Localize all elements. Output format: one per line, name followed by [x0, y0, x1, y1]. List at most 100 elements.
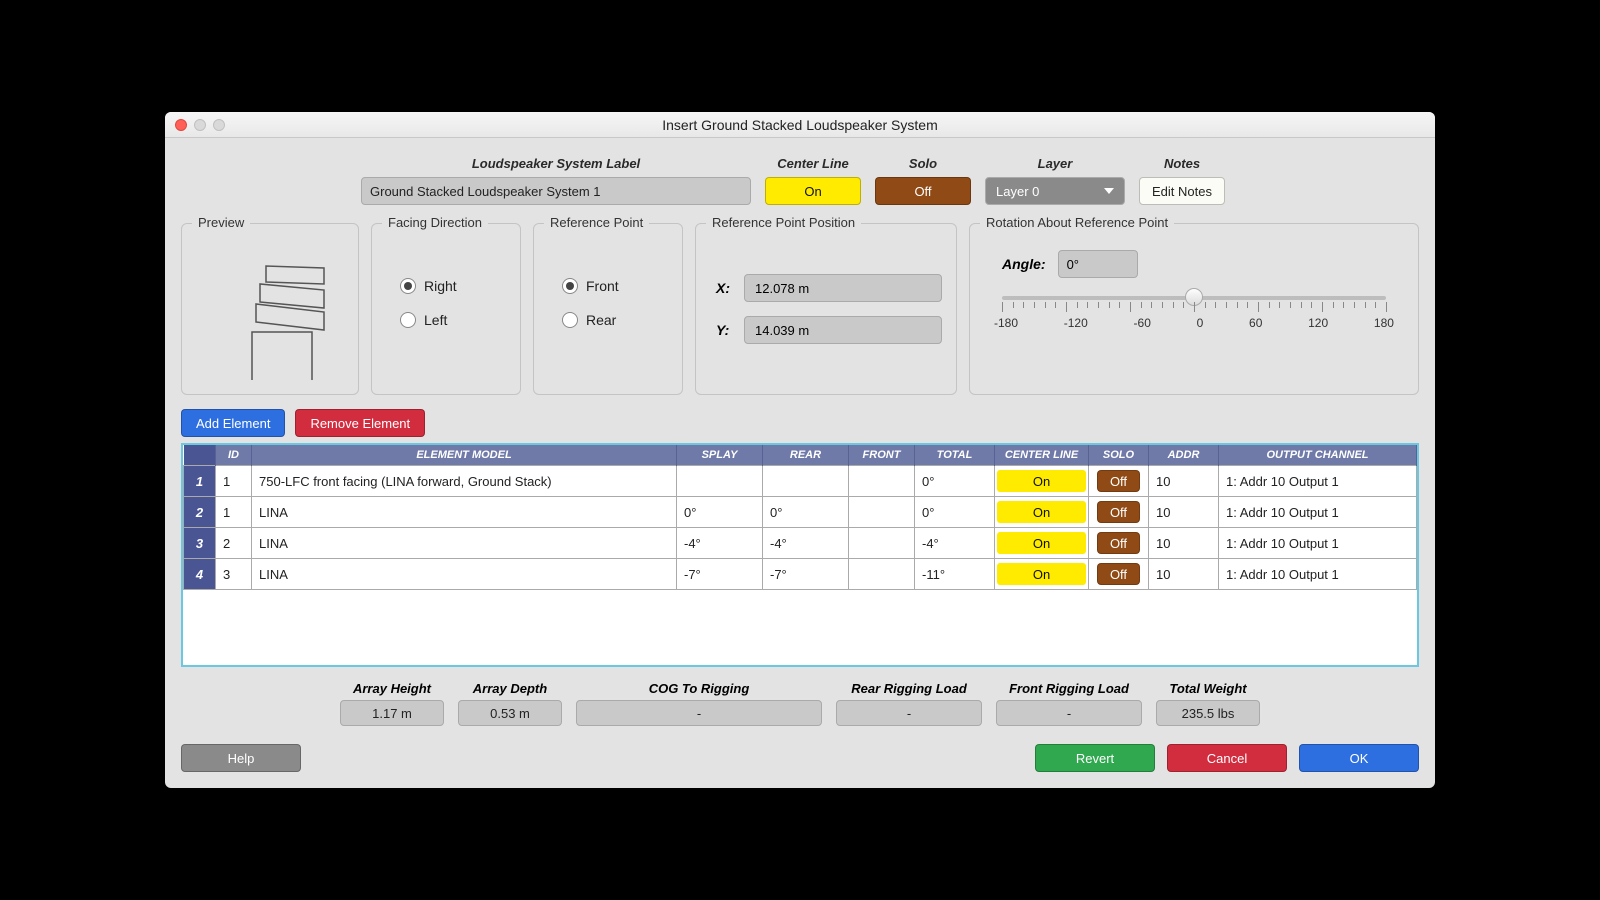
- footer: Help Revert Cancel OK: [181, 744, 1419, 772]
- refpos-title: Reference Point Position: [706, 215, 861, 230]
- refpos-x-row: X:: [716, 274, 942, 302]
- stat: Rear Rigging Load -: [836, 681, 982, 726]
- stat: COG To Rigging -: [576, 681, 822, 726]
- facing-panel: Facing Direction Right Left: [371, 223, 521, 395]
- y-label: Y:: [716, 322, 734, 338]
- refpos-y-row: Y:: [716, 316, 942, 344]
- notes-heading: Notes: [1164, 156, 1200, 171]
- revert-button[interactable]: Revert: [1035, 744, 1155, 772]
- col-header[interactable]: CENTER LINE: [995, 445, 1089, 466]
- preview-panel: Preview: [181, 223, 359, 395]
- stat: Front Rigging Load-: [996, 681, 1142, 726]
- preview-title: Preview: [192, 215, 250, 230]
- top-controls: Loudspeaker System Label Center Line On …: [361, 156, 1419, 205]
- col-header[interactable]: REAR: [763, 445, 849, 466]
- table-header-row: IDELEMENT MODELSPLAYREARFRONTTOTALCENTER…: [184, 445, 1417, 466]
- col-header[interactable]: TOTAL: [915, 445, 995, 466]
- layer-value: Layer 0: [996, 184, 1039, 199]
- solo-toggle[interactable]: Off: [875, 177, 971, 205]
- system-label-input[interactable]: [361, 177, 751, 205]
- rotation-panel: Rotation About Reference Point Angle: -1…: [969, 223, 1419, 395]
- stat-label: COG To Rigging: [649, 681, 750, 696]
- stat: Array Height 1.17 m: [340, 681, 444, 726]
- stat-value: -: [576, 700, 822, 726]
- close-icon[interactable]: [175, 119, 187, 131]
- center-line-cell[interactable]: On: [997, 501, 1086, 523]
- x-label: X:: [716, 280, 734, 296]
- col-header[interactable]: OUTPUT CHANNEL: [1219, 445, 1417, 466]
- layer-heading: Layer: [1038, 156, 1073, 171]
- stat-label: Array Height: [353, 681, 431, 696]
- minimize-icon[interactable]: [194, 119, 206, 131]
- refpoint-rear-radio[interactable]: Rear: [562, 312, 668, 328]
- stat-value: -: [996, 700, 1142, 726]
- col-header[interactable]: ELEMENT MODEL: [252, 445, 677, 466]
- center-line-cell[interactable]: On: [997, 532, 1086, 554]
- col-header[interactable]: SPLAY: [677, 445, 763, 466]
- ok-button[interactable]: OK: [1299, 744, 1419, 772]
- notes-col: Notes Edit Notes: [1139, 156, 1225, 205]
- angle-label: Angle:: [1002, 256, 1046, 272]
- col-header[interactable]: ID: [216, 445, 252, 466]
- stat-label: Rear Rigging Load: [851, 681, 967, 696]
- facing-right-radio[interactable]: Right: [400, 278, 506, 294]
- add-element-button[interactable]: Add Element: [181, 409, 285, 437]
- slider-labels: -180-120-60060120180: [994, 316, 1394, 330]
- angle-input[interactable]: [1058, 250, 1138, 278]
- zoom-icon[interactable]: [213, 119, 225, 131]
- col-header[interactable]: FRONT: [849, 445, 915, 466]
- rotation-slider[interactable]: [1002, 296, 1386, 312]
- angle-row: Angle:: [1002, 250, 1404, 278]
- titlebar[interactable]: Insert Ground Stacked Loudspeaker System: [165, 112, 1435, 138]
- elements-table-wrapper: IDELEMENT MODELSPLAYREARFRONTTOTALCENTER…: [181, 443, 1419, 667]
- solo-cell[interactable]: Off: [1097, 470, 1140, 492]
- stat-label: Array Depth: [473, 681, 547, 696]
- system-label-heading: Loudspeaker System Label: [472, 156, 640, 171]
- panels-row: Preview Facing Direction Right Left Refe…: [181, 223, 1419, 395]
- stat: Array Depth0.53 m: [458, 681, 562, 726]
- col-header[interactable]: [184, 445, 216, 466]
- system-label-col: Loudspeaker System Label: [361, 156, 751, 205]
- table-row[interactable]: 21LINA0°0°0°OnOff101: Addr 10 Output 1: [184, 497, 1417, 528]
- stat-label: Total Weight: [1169, 681, 1246, 696]
- refpoint-title: Reference Point: [544, 215, 649, 230]
- slider-ticks: [1002, 302, 1386, 312]
- radio-icon: [562, 312, 578, 328]
- stat-value: -: [836, 700, 982, 726]
- facing-title: Facing Direction: [382, 215, 488, 230]
- facing-left-radio[interactable]: Left: [400, 312, 506, 328]
- elements-table[interactable]: IDELEMENT MODELSPLAYREARFRONTTOTALCENTER…: [183, 445, 1417, 590]
- center-line-cell[interactable]: On: [997, 563, 1086, 585]
- center-line-col: Center Line On: [765, 156, 861, 205]
- radio-icon: [400, 278, 416, 294]
- layer-select[interactable]: Layer 0: [985, 177, 1125, 205]
- cancel-button[interactable]: Cancel: [1167, 744, 1287, 772]
- table-row[interactable]: 11750-LFC front facing (LINA forward, Gr…: [184, 466, 1417, 497]
- radio-icon: [562, 278, 578, 294]
- layer-col: Layer Layer 0: [985, 156, 1125, 205]
- content: Loudspeaker System Label Center Line On …: [165, 138, 1435, 788]
- help-button[interactable]: Help: [181, 744, 301, 772]
- stat-value: 1.17 m: [340, 700, 444, 726]
- center-line-cell[interactable]: On: [997, 470, 1086, 492]
- stat: Total Weight235.5 lbs: [1156, 681, 1260, 726]
- window-title: Insert Ground Stacked Loudspeaker System: [165, 117, 1435, 133]
- solo-heading: Solo: [909, 156, 937, 171]
- edit-notes-button[interactable]: Edit Notes: [1139, 177, 1225, 205]
- col-header[interactable]: SOLO: [1089, 445, 1149, 466]
- col-header[interactable]: ADDR: [1149, 445, 1219, 466]
- remove-element-button[interactable]: Remove Element: [295, 409, 425, 437]
- rotation-title: Rotation About Reference Point: [980, 215, 1174, 230]
- solo-cell[interactable]: Off: [1097, 501, 1140, 523]
- center-line-heading: Center Line: [777, 156, 849, 171]
- refpoint-front-radio[interactable]: Front: [562, 278, 668, 294]
- table-row[interactable]: 43LINA-7°-7°-11°OnOff101: Addr 10 Output…: [184, 559, 1417, 590]
- center-line-toggle[interactable]: On: [765, 177, 861, 205]
- refpos-panel: Reference Point Position X: Y:: [695, 223, 957, 395]
- table-row[interactable]: 32LINA-4°-4°-4°OnOff101: Addr 10 Output …: [184, 528, 1417, 559]
- refpos-y-input[interactable]: [744, 316, 942, 344]
- refpoint-panel: Reference Point Front Rear: [533, 223, 683, 395]
- solo-cell[interactable]: Off: [1097, 563, 1140, 585]
- refpos-x-input[interactable]: [744, 274, 942, 302]
- solo-cell[interactable]: Off: [1097, 532, 1140, 554]
